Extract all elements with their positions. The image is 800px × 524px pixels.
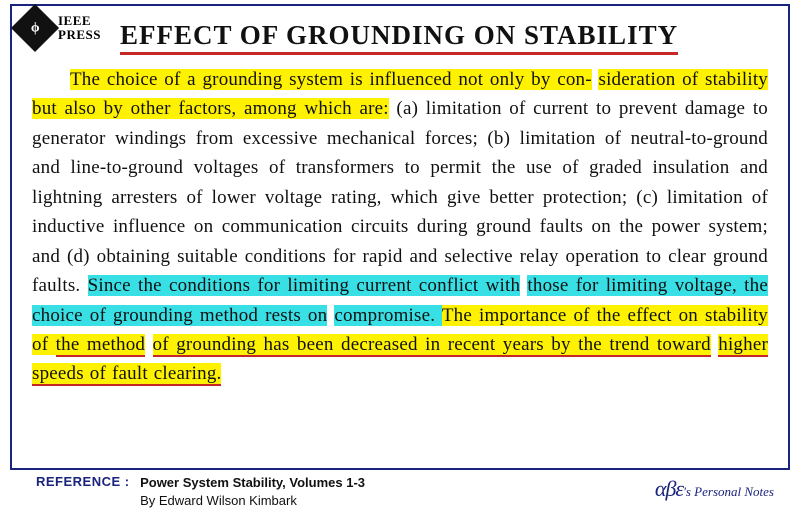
beta-icon: β xyxy=(665,476,675,501)
body-paragraph: The choice of a grounding system is infl… xyxy=(32,65,768,389)
highlight-cyan-a: Since the conditions for limiting curren… xyxy=(88,275,521,296)
body-main: (a) limitation of current to prevent dam… xyxy=(32,98,768,296)
highlight-yellow-1a: The choice of a grounding system is infl… xyxy=(70,69,592,90)
page: ϕ IEEE PRESS EFFECT OF GROUNDING ON STAB… xyxy=(0,0,800,524)
reference-label: REFERENCE : xyxy=(36,474,130,489)
highlight-yellow-underline-a: the method xyxy=(56,334,145,357)
ieee-press: PRESS xyxy=(58,28,101,42)
ieee-diamond-icon: ϕ xyxy=(11,4,59,52)
ieee-press-badge: ϕ IEEE PRESS xyxy=(18,0,114,56)
page-title: EFFECT OF GROUNDING ON STABILITY xyxy=(120,20,678,55)
highlight-yellow-underline-b: of grounding has been decreased in recen… xyxy=(153,334,711,357)
footer: REFERENCE : Power System Stability, Volu… xyxy=(36,474,780,518)
reference-body: Power System Stability, Volumes 1-3 By E… xyxy=(140,474,365,509)
signature: αβε's Personal Notes xyxy=(655,476,774,502)
reference-title: Power System Stability, Volumes 1-3 xyxy=(140,475,365,490)
highlight-cyan-c: compromise. xyxy=(334,305,442,326)
epsilon-icon: ε xyxy=(675,476,683,501)
title-row: EFFECT OF GROUNDING ON STABILITY xyxy=(120,20,678,51)
ieee-org: IEEE xyxy=(58,14,101,28)
ieee-symbol: ϕ xyxy=(31,20,40,36)
signature-tail: 's Personal Notes xyxy=(683,484,774,499)
document-frame: ϕ IEEE PRESS EFFECT OF GROUNDING ON STAB… xyxy=(10,4,790,470)
alpha-icon: α xyxy=(655,476,666,501)
ieee-press-label: IEEE PRESS xyxy=(58,14,101,41)
reference-author: By Edward Wilson Kimbark xyxy=(140,493,297,508)
